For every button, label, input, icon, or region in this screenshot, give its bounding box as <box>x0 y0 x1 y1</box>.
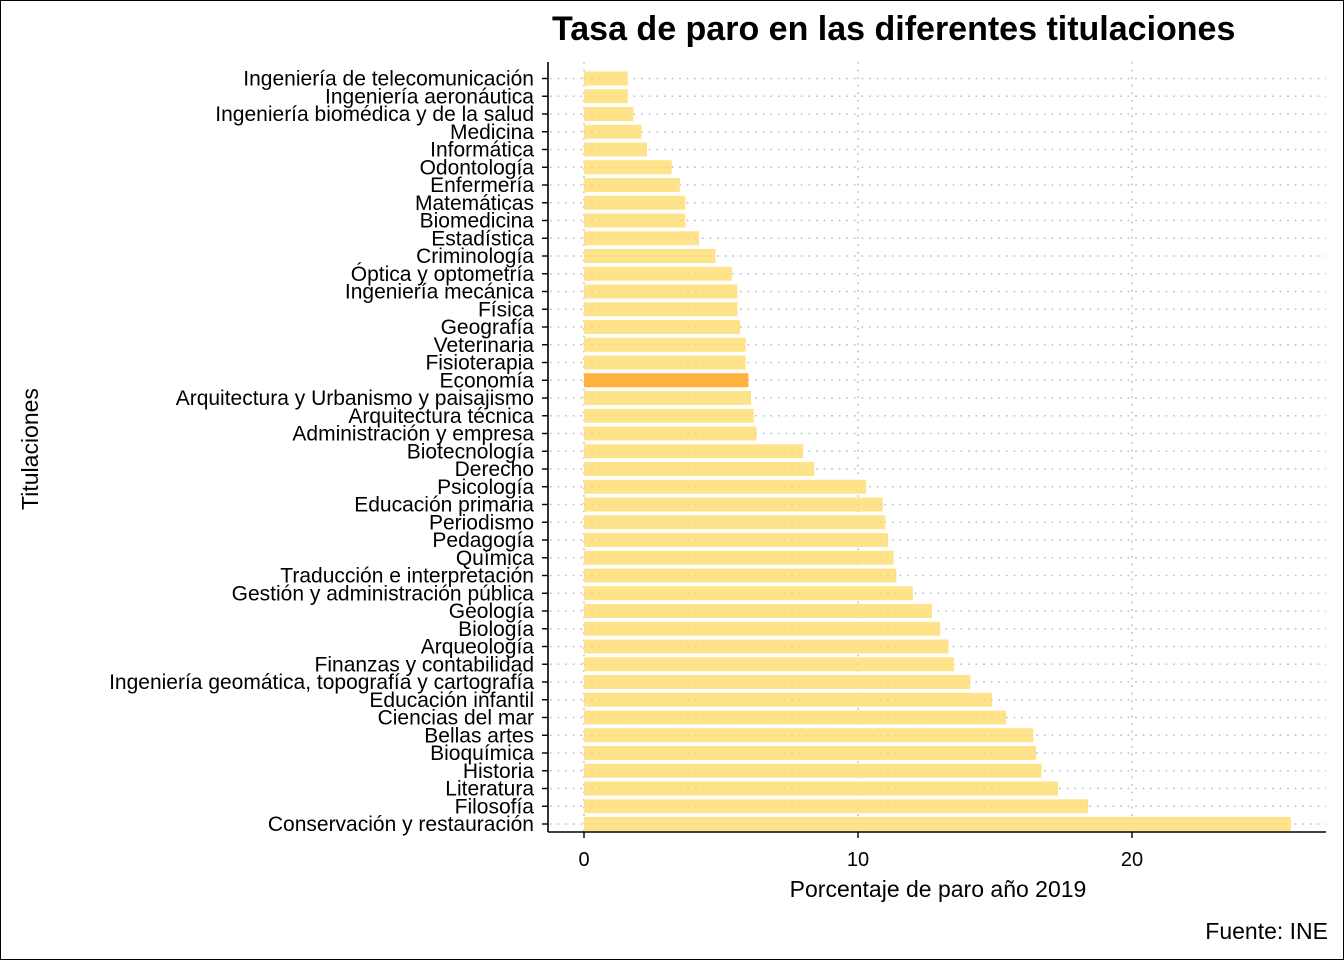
y-tick-label: Ciencias del mar <box>378 707 534 730</box>
bar: Geografía: 5.7 <box>584 320 741 334</box>
x-axis-ticks: 0 10 20 <box>578 832 1143 871</box>
y-tick-label: Pedagogía <box>432 529 534 552</box>
bar: Arquitectura y Urbanismo y paisajismo: 6… <box>584 391 752 405</box>
bar: Estadística: 4.2 <box>584 231 700 246</box>
bar: Ingeniería mecánica: 5.6 <box>584 284 738 299</box>
y-tick-label: Biología <box>458 618 534 641</box>
y-tick-label: Ingeniería biomédica y de la salud <box>215 103 534 126</box>
y-tick-label: Periodismo <box>429 511 534 534</box>
bar: Arqueología: 13.3 <box>584 639 949 654</box>
y-tick-label: Física <box>478 298 534 321</box>
y-tick-label: Arquitectura y Urbanismo y paisajismo <box>176 387 534 410</box>
y-tick-label: Educación infantil <box>369 689 534 712</box>
y-tick-label: Ingeniería de telecomunicación <box>243 68 534 91</box>
y-tick-label: Psicología <box>437 476 534 499</box>
y-tick-label: Fisioterapia <box>425 352 534 375</box>
y-tick-label: Informática <box>430 139 534 162</box>
y-tick-label: Criminología <box>416 245 534 268</box>
bar: Óptica y optometría: 5.4 <box>584 266 732 281</box>
bar: Criminología: 4.8 <box>584 249 716 263</box>
y-tick-label: Administración y empresa <box>292 423 534 446</box>
bar: Pedagogía: 11.1 <box>584 533 889 547</box>
y-tick-label: Finanzas y contabilidad <box>315 653 534 676</box>
y-tick-label: Geografía <box>441 316 535 339</box>
x-tick-label: 0 <box>578 849 589 871</box>
y-axis-title: Titulaciones <box>17 388 43 510</box>
bar: Derecho: 8.4 <box>584 462 815 476</box>
y-tick-label: Medicina <box>450 121 534 144</box>
bar: Veterinaria: 5.9 <box>584 337 746 352</box>
bar: Periodismo: 11 <box>584 515 886 530</box>
chart-title: Tasa de paro en las diferentes titulacio… <box>552 10 1236 48</box>
bar: Bioquímica: 16.5 <box>584 746 1037 760</box>
bar: Finanzas y contabilidad: 13.5 <box>584 657 954 672</box>
y-tick-label: Enfermería <box>430 174 534 197</box>
bar: Informática: 2.3 <box>584 142 648 157</box>
y-tick-label: Biotecnología <box>407 440 535 463</box>
bar: Ingeniería biomédica y de la salud: 1.8 <box>584 107 634 121</box>
y-tick-label: Ingeniería mecánica <box>345 281 534 304</box>
y-tick-label: Literatura <box>445 778 534 801</box>
y-tick-label: Odontología <box>420 156 535 179</box>
y-tick-label: Historia <box>463 760 535 783</box>
bar: Geología: 12.7 <box>584 604 932 618</box>
y-tick-label: Gestión y administración pública <box>232 582 535 605</box>
bar: Física: 5.6 <box>584 302 738 317</box>
bar: Ingeniería de telecomunicación: 1.6 <box>584 71 628 86</box>
y-tick-label: Biomedicina <box>420 210 535 233</box>
y-tick-label: Arqueología <box>421 636 535 659</box>
bar: Medicina: 2.1 <box>584 124 642 139</box>
bar: Fisioterapia: 5.9 <box>584 355 746 370</box>
y-tick-label: Economía <box>439 369 534 392</box>
y-tick-label: Ingeniería aeronáutica <box>325 85 534 108</box>
bars: Ingeniería de telecomunicación: 1.6 Ingen… <box>584 71 1291 831</box>
bar: Odontología: 3.2 <box>584 160 672 175</box>
y-axis-ticks: Ingeniería de telecomunicaciónIngeniería… <box>109 68 548 836</box>
gridlines-overlay <box>584 77 1291 825</box>
y-tick-label: Derecho <box>455 458 534 481</box>
x-tick-label: 10 <box>847 849 869 871</box>
bar: Historia: 16.7 <box>584 763 1042 778</box>
bar: Educación infantil: 14.9 <box>584 692 993 707</box>
bar: Matemáticas: 3.7 <box>584 195 686 210</box>
y-tick-label: Bellas artes <box>424 724 534 747</box>
x-tick-label: 20 <box>1121 849 1143 871</box>
bar: Bellas artes: 16.4 <box>584 728 1034 743</box>
bar: Gestión y administración pública: 12 <box>584 586 913 601</box>
bar: Administración y empresa: 6.3 <box>584 426 757 441</box>
bar: Ciencias del mar: 15.4 <box>584 710 1006 725</box>
bar: Biomedicina: 3.7 <box>584 213 686 228</box>
y-tick-label: Traducción e interpretación <box>280 565 534 588</box>
y-tick-label: Bioquímica <box>430 742 534 765</box>
caption: Fuente: INE <box>1205 918 1328 944</box>
bar: Biotecnología: 8 <box>584 444 804 459</box>
y-tick-label: Estadística <box>431 227 534 250</box>
bar: Enfermería: 3.5 <box>584 178 680 192</box>
bar: Química: 11.3 <box>584 550 894 565</box>
x-axis-title: Porcentaje de paro año 2019 <box>790 876 1087 902</box>
y-tick-label: Óptica y optometría <box>351 263 535 286</box>
y-tick-label: Educación primaria <box>354 494 534 517</box>
y-tick-label: Arquitectura técnica <box>348 405 534 428</box>
y-tick-label: Veterinaria <box>434 334 535 357</box>
y-tick-label: Química <box>456 547 535 570</box>
bar: Arquitectura técnica: 6.2 <box>584 408 754 423</box>
y-tick-label: Ingeniería geomática, topografía y carto… <box>109 671 534 694</box>
y-tick-label: Filosofía <box>455 795 535 818</box>
y-tick-label: Matemáticas <box>415 192 534 215</box>
y-tick-label: Geología <box>449 600 535 623</box>
y-tick-label: Conservación y restauración <box>268 813 534 836</box>
bar: Ingeniería aeronáutica: 1.6 <box>584 89 628 104</box>
bar: Conservación y restauración: 25.8 <box>584 817 1291 831</box>
